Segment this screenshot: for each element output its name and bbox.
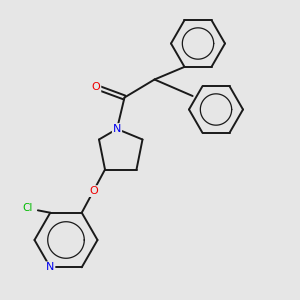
Text: O: O — [89, 186, 98, 196]
Text: N: N — [46, 262, 54, 272]
Text: Cl: Cl — [22, 203, 33, 213]
Text: O: O — [92, 82, 100, 92]
Text: N: N — [113, 124, 121, 134]
